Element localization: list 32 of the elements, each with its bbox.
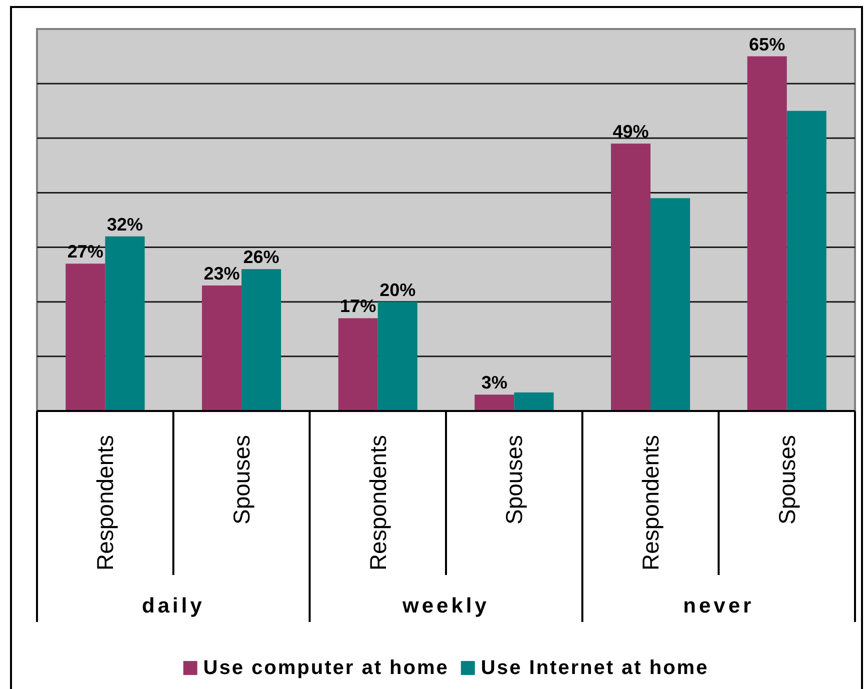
data-label: 26% (243, 247, 280, 268)
x-tick-label: Spouses (774, 435, 800, 525)
data-label: 23% (204, 263, 240, 284)
data-label: 27% (67, 242, 104, 262)
legend-label: Use Internet at home (480, 657, 709, 679)
bar (786, 110, 826, 411)
bar (66, 264, 106, 411)
bar (242, 269, 282, 411)
bar (514, 392, 554, 411)
data-label: 17% (340, 296, 376, 316)
x-tick-label: Respondents (638, 435, 664, 571)
bar (650, 198, 690, 411)
data-label: 49% (612, 122, 649, 142)
data-label: 65% (749, 34, 786, 54)
bar (338, 318, 378, 411)
data-label: 32% (106, 214, 143, 234)
text: weekly (402, 594, 490, 618)
legend-label: Use computer at home (203, 657, 449, 679)
bar (610, 144, 650, 411)
bar (105, 236, 145, 411)
bar (474, 394, 514, 411)
text: daily (142, 594, 205, 618)
x-tick-label: Spouses (228, 435, 254, 525)
x-tick-label: Respondents (92, 435, 118, 571)
bar (202, 285, 242, 411)
data-label: 3% (481, 372, 508, 393)
x-tick-label: Spouses (501, 435, 528, 525)
data-label: 20% (380, 280, 416, 300)
text: never (683, 594, 754, 618)
bar (747, 56, 787, 411)
bar (378, 302, 418, 411)
x-tick-label: Respondents (364, 435, 391, 571)
